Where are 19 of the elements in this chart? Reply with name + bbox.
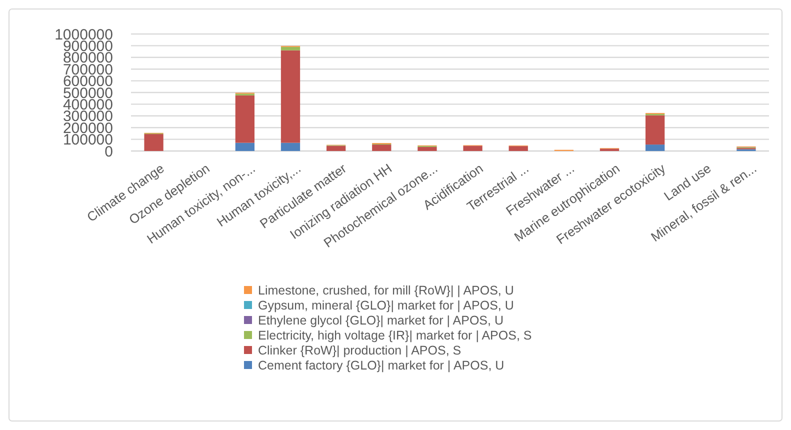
bar <box>326 146 346 151</box>
bar <box>280 142 300 151</box>
bar <box>418 146 437 151</box>
legend-label: Limestone, crushed, for mill {RoW}| | APOS, U <box>258 283 514 298</box>
bar <box>646 144 665 151</box>
bar <box>280 46 300 50</box>
bar <box>372 144 392 151</box>
bar <box>508 146 528 151</box>
bar <box>280 50 300 143</box>
bar <box>144 134 164 151</box>
legend-label: Cement factory {GLO}| market for | APOS, U <box>258 358 504 372</box>
bar <box>463 146 482 151</box>
bar <box>235 142 254 151</box>
legend-label: Gypsum, mineral {GLO}| market for | APOS, U <box>258 298 514 312</box>
legend-label: Ethylene glycol {GLO}| market for | APOS, U <box>258 313 504 328</box>
legend-label: Clinker {RoW}| production | APOS, S <box>258 343 462 358</box>
legend-label: Electricity, high voltage {IR}| market for | APOS, S <box>258 328 532 342</box>
bar <box>235 95 254 143</box>
bar <box>646 115 665 145</box>
